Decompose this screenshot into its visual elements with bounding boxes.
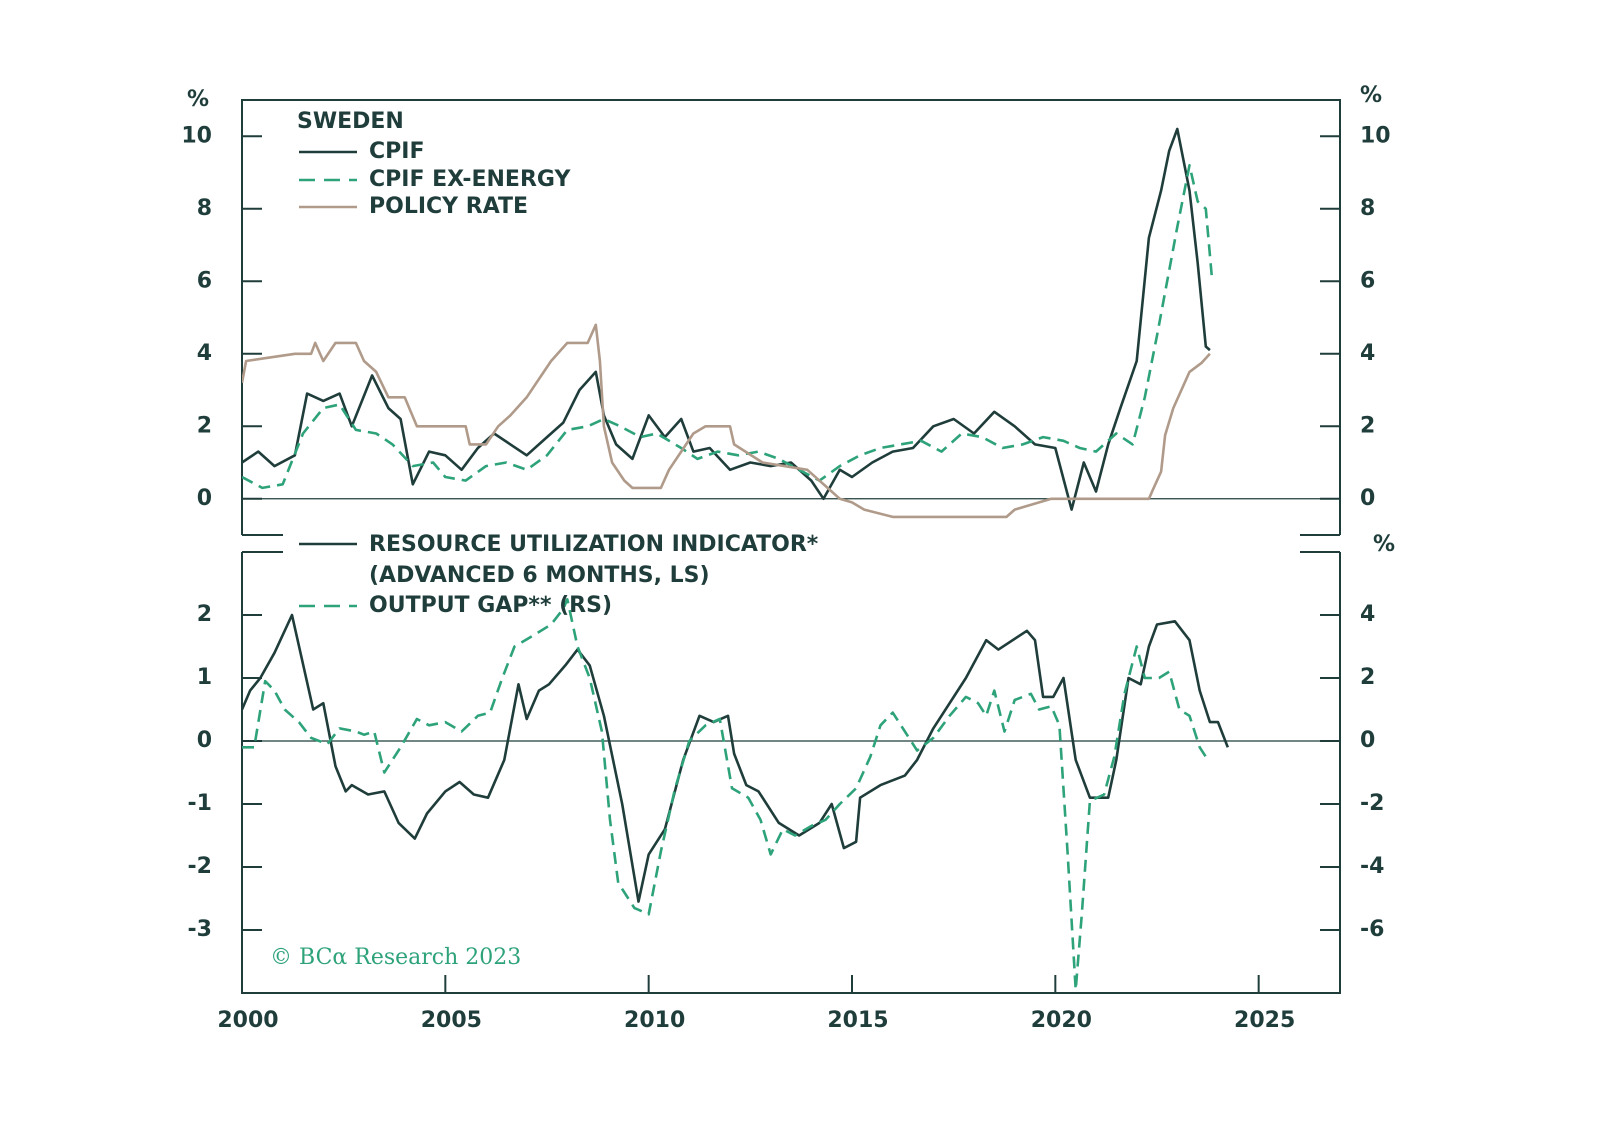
series-line [242, 598, 1207, 992]
y2-tick-label: 4 [1360, 341, 1375, 366]
y-tick-label: 0 [197, 486, 212, 511]
y2-tick-label: 0 [1360, 728, 1375, 753]
series-line [242, 127, 1211, 511]
y-tick-label: 10 [181, 123, 212, 148]
x-tick-label: 2015 [827, 1008, 888, 1033]
y-tick-label: 2 [197, 602, 212, 627]
legend-label: OUTPUT GAP** (RS) [369, 593, 612, 618]
legend-label: CPIF [369, 139, 424, 164]
y2-axis-unit: % [1360, 83, 1382, 108]
y-axis-unit: % [187, 87, 209, 112]
y2-tick-label: 10 [1360, 123, 1391, 148]
y2-tick-label: 0 [1360, 486, 1375, 511]
y-tick-label: 1 [197, 665, 212, 690]
chart-title: SWEDEN [297, 109, 404, 134]
legend-label: CPIF EX-ENERGY [369, 167, 571, 192]
y2-axis-unit: % [1373, 532, 1395, 557]
y2-tick-label: 2 [1360, 665, 1375, 690]
y2-tick-label: -6 [1360, 917, 1384, 942]
plot-area [242, 598, 1230, 992]
y-tick-label: 6 [197, 268, 212, 293]
x-tick-label: 2000 [217, 1008, 278, 1033]
plot-area [242, 127, 1214, 519]
y-tick-label: 4 [197, 341, 212, 366]
series-line [242, 323, 1211, 519]
x-tick-label: 2025 [1234, 1008, 1295, 1033]
y-tick-label: -1 [188, 791, 212, 816]
y-tick-label: 8 [197, 196, 212, 221]
legend-label: RESOURCE UTILIZATION INDICATOR* (ADVANCE… [369, 532, 819, 588]
annotation: © BCα Research 2023 [270, 945, 521, 970]
bottom-frame [241, 551, 1341, 994]
y-tick-label: -3 [188, 917, 212, 942]
y2-tick-label: 4 [1360, 602, 1375, 627]
y-tick-label: 0 [197, 728, 212, 753]
top-frame [241, 99, 1341, 536]
x-tick-label: 2010 [624, 1008, 685, 1033]
y2-tick-label: 8 [1360, 196, 1375, 221]
y2-tick-label: -2 [1360, 791, 1384, 816]
y2-tick-label: 6 [1360, 268, 1375, 293]
y-tick-label: 2 [197, 413, 212, 438]
legend-label: POLICY RATE [369, 194, 528, 219]
y2-tick-label: 2 [1360, 413, 1375, 438]
y2-tick-label: -4 [1360, 854, 1384, 879]
x-tick-label: 2005 [421, 1008, 482, 1033]
x-tick-label: 2020 [1031, 1008, 1092, 1033]
series-line [242, 164, 1214, 490]
series-line [242, 613, 1230, 903]
y-tick-label: -2 [188, 854, 212, 879]
